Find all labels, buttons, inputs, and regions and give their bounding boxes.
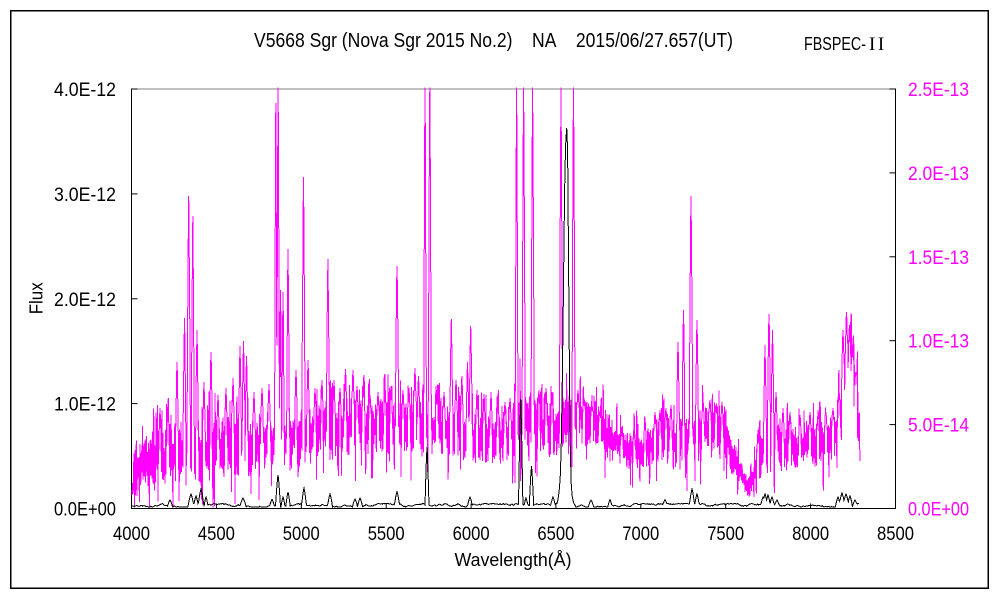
svg-text:7000: 7000 xyxy=(622,524,659,545)
svg-text:1.5E-13: 1.5E-13 xyxy=(908,248,969,269)
svg-text:Wavelength(Å): Wavelength(Å) xyxy=(455,550,572,570)
svg-text:6000: 6000 xyxy=(453,524,490,545)
svg-text:1.0E-13: 1.0E-13 xyxy=(908,332,969,353)
svg-text:5.0E-14: 5.0E-14 xyxy=(908,416,969,437)
svg-text:Flux: Flux xyxy=(27,282,47,314)
svg-text:8500: 8500 xyxy=(877,524,914,545)
svg-text:0.0E+00: 0.0E+00 xyxy=(908,500,969,521)
svg-text:6500: 6500 xyxy=(537,524,574,545)
svg-text:0.0E+00: 0.0E+00 xyxy=(54,500,116,521)
svg-text:7500: 7500 xyxy=(707,524,744,545)
svg-text:5000: 5000 xyxy=(283,524,320,545)
svg-text:4500: 4500 xyxy=(198,524,235,545)
svg-text:II: II xyxy=(869,34,887,55)
svg-text:FBSPEC-: FBSPEC- xyxy=(804,34,866,54)
svg-text:2.0E-12: 2.0E-12 xyxy=(54,290,116,311)
svg-text:3.0E-12: 3.0E-12 xyxy=(54,185,116,206)
svg-text:4.0E-12: 4.0E-12 xyxy=(54,80,116,101)
svg-text:1.0E-12: 1.0E-12 xyxy=(54,395,116,416)
svg-text:V5668 Sgr (Nova Sgr 2015 No.2): V5668 Sgr (Nova Sgr 2015 No.2) NA 2015/0… xyxy=(254,30,733,52)
svg-text:5500: 5500 xyxy=(368,524,405,545)
svg-text:8000: 8000 xyxy=(792,524,829,545)
svg-text:4000: 4000 xyxy=(113,524,150,545)
svg-text:2.5E-13: 2.5E-13 xyxy=(908,80,969,101)
svg-text:2.0E-13: 2.0E-13 xyxy=(908,164,969,185)
